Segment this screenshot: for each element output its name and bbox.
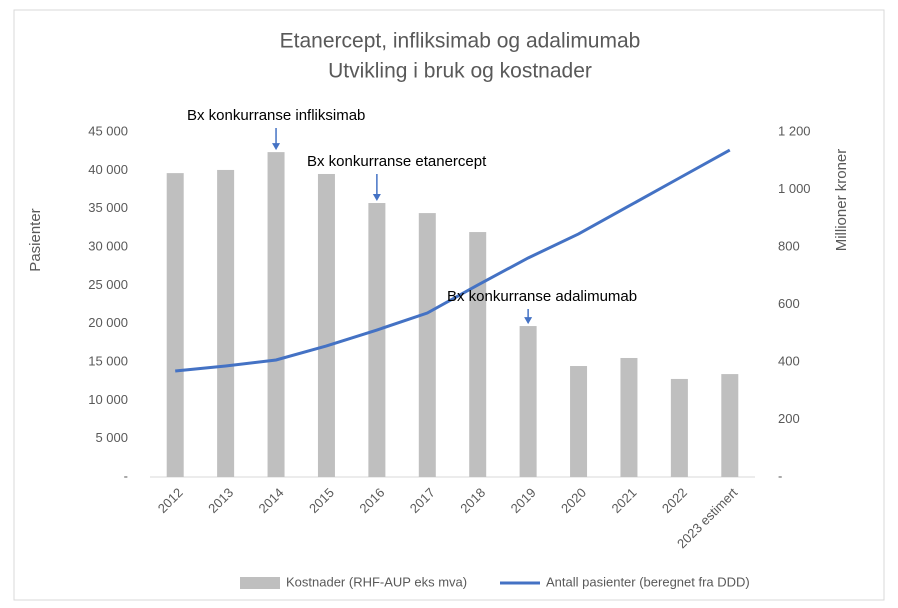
y2-tick-label: 1 200	[778, 123, 811, 138]
y-tick-label: 40 000	[88, 162, 128, 177]
y2-tick-label: 400	[778, 353, 800, 368]
y-tick-label: 25 000	[88, 277, 128, 292]
bar	[368, 203, 386, 477]
bar	[317, 173, 335, 477]
y2-tick-label: 600	[778, 296, 800, 311]
legend-label: Kostnader (RHF-AUP eks mva)	[286, 574, 467, 589]
y-tick-label: 15 000	[88, 353, 128, 368]
bar	[519, 326, 537, 477]
bar	[166, 173, 184, 478]
legend-swatch	[240, 577, 280, 589]
y-tick-label: -	[124, 468, 128, 483]
annotation: Bx konkurranse etanercept	[307, 153, 487, 170]
y-tick-label: 30 000	[88, 238, 128, 253]
chart-subtitle: Utvikling i bruk og kostnader	[328, 60, 592, 83]
bar	[670, 378, 688, 477]
y2-tick-label: 800	[778, 238, 800, 253]
y-tick-label: 10 000	[88, 392, 128, 407]
bar	[620, 357, 638, 477]
y-axis-label: Pasienter	[27, 208, 44, 271]
bar	[570, 366, 588, 477]
bar	[469, 232, 487, 477]
annotation-arrowhead	[372, 194, 381, 202]
y-tick-label: 35 000	[88, 200, 128, 215]
chart-title: Etanercept, infliksimab og adalimumab	[280, 30, 641, 53]
legend-label: Antall pasienter (beregnet fra DDD)	[546, 574, 750, 589]
y2-tick-label: 1 000	[778, 181, 811, 196]
y-tick-label: 20 000	[88, 315, 128, 330]
annotation: Bx konkurranse infliksimab	[187, 107, 365, 124]
y2-tick-label: -	[778, 468, 782, 483]
bar	[217, 169, 235, 477]
annotation-arrowhead	[524, 317, 533, 325]
line	[175, 148, 731, 373]
chart-frame	[13, 9, 885, 601]
y-tick-label: 45 000	[88, 123, 128, 138]
y2-axis-label: Millioner kroner	[833, 149, 850, 252]
y2-tick-label: 200	[778, 411, 800, 426]
y-tick-label: 5 000	[95, 430, 128, 445]
bar	[418, 213, 436, 477]
bar	[267, 152, 285, 477]
annotation: Bx konkurranse adalimumab	[447, 288, 637, 305]
annotation-arrowhead	[272, 143, 281, 151]
bar	[721, 374, 739, 477]
